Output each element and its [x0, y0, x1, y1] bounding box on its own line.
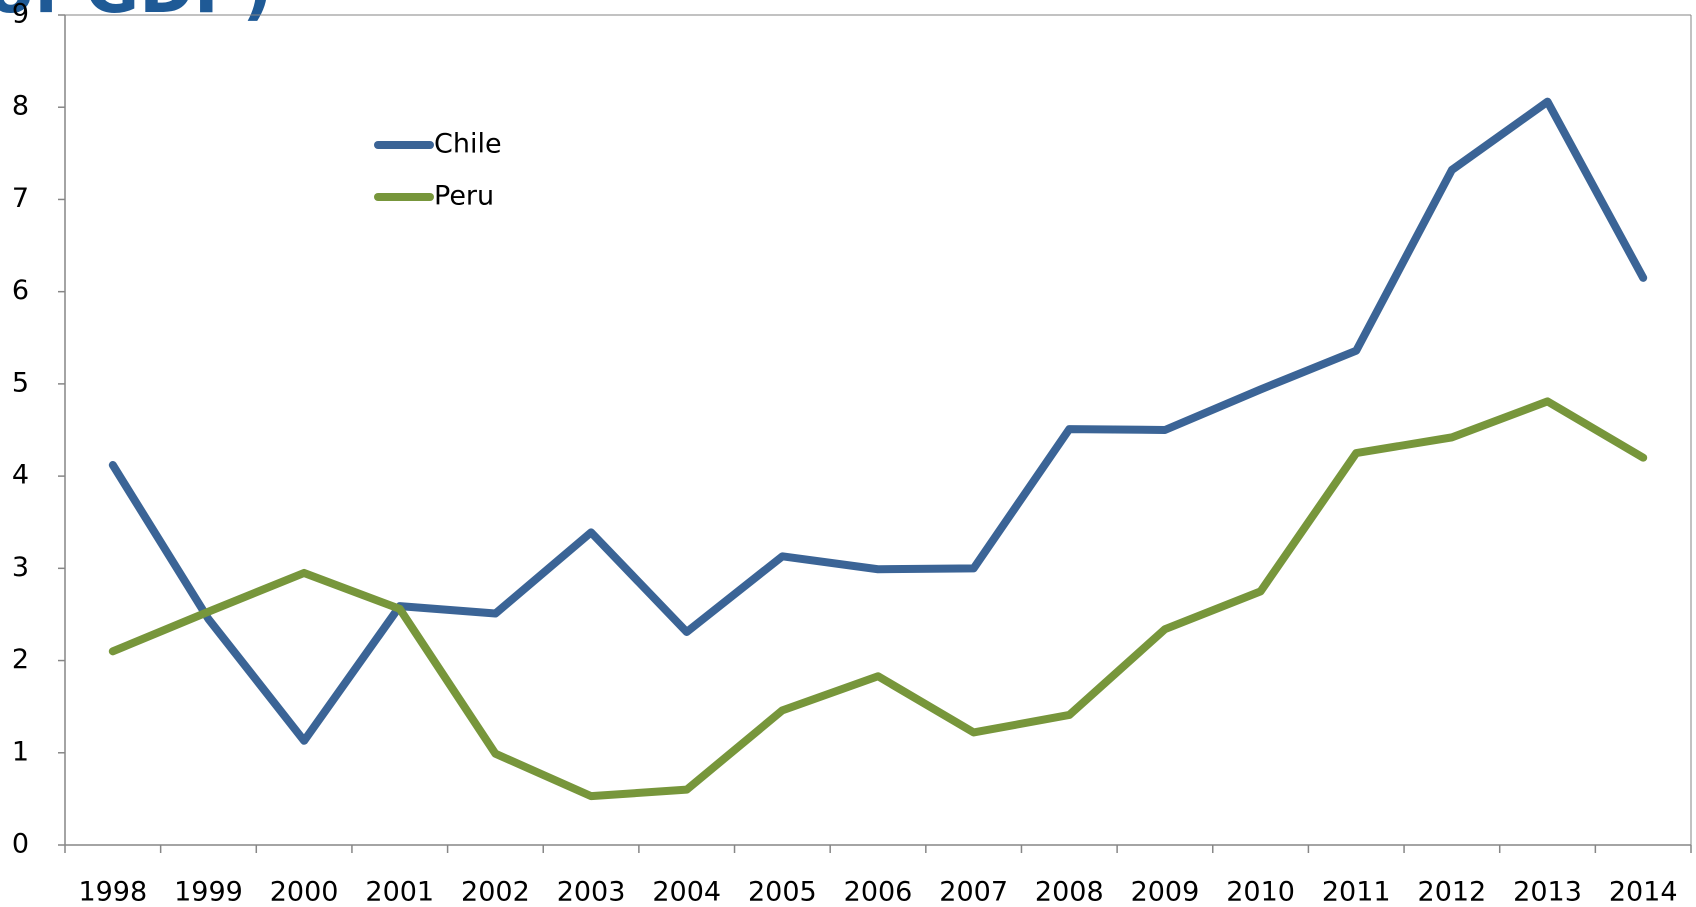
- x-tick-label: 2005: [748, 877, 817, 907]
- x-tick-label: 2003: [557, 877, 626, 907]
- x-tick-label: 2009: [1131, 877, 1200, 907]
- y-tick-label: 2: [12, 644, 29, 675]
- y-tick-label: 9: [12, 0, 29, 30]
- y-tick-label: 0: [12, 829, 29, 860]
- x-tick-label: 2001: [365, 877, 434, 907]
- x-tick-label: 1999: [174, 877, 243, 907]
- x-tick-label: 1998: [78, 877, 147, 907]
- series-line: [108, 397, 1648, 801]
- x-tick-label: 2002: [461, 877, 530, 907]
- x-tick-label: 2008: [1035, 877, 1104, 907]
- x-tick-label: 2004: [652, 877, 721, 907]
- y-tick-label: 5: [12, 367, 29, 398]
- y-tick-label: 6: [12, 275, 29, 306]
- x-tick-label: 2012: [1418, 877, 1487, 907]
- x-tick-label: 2010: [1226, 877, 1295, 907]
- x-tick-label: 2011: [1322, 877, 1391, 907]
- y-tick-label: 8: [12, 91, 29, 122]
- x-tick-label: 2014: [1609, 877, 1678, 907]
- legend-label: Peru: [434, 181, 494, 212]
- series-line: [108, 97, 1648, 745]
- y-tick-label: 7: [12, 183, 29, 214]
- y-tick-label: 4: [12, 460, 29, 491]
- chart-title: of GDP): [0, 0, 273, 28]
- y-tick-label: 3: [12, 552, 29, 583]
- x-tick-label: 2007: [939, 877, 1008, 907]
- x-tick-label: 2006: [844, 877, 913, 907]
- y-tick-label: 1: [12, 736, 29, 767]
- x-tick-label: 2013: [1513, 877, 1582, 907]
- x-tick-label: 2000: [270, 877, 339, 907]
- legend-label: Chile: [434, 129, 502, 160]
